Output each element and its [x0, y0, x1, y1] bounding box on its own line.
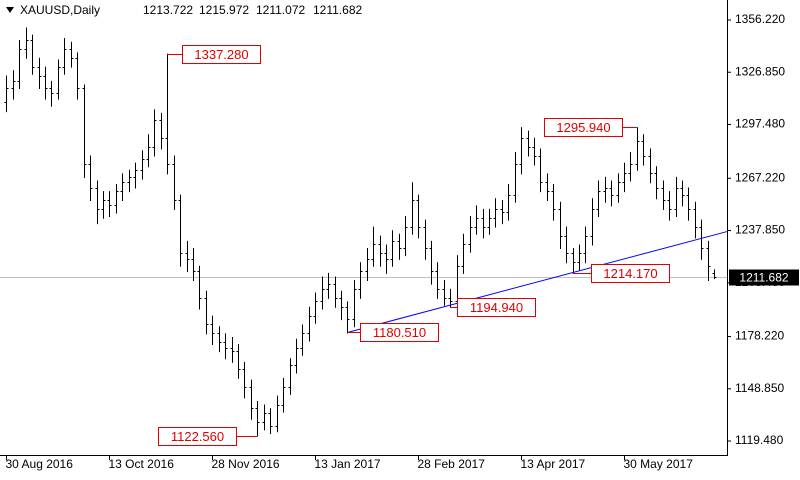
- annotation-label: 1214.170: [603, 266, 657, 281]
- y-tick-label: 1356.220: [735, 12, 785, 26]
- low-value: 1211.072: [256, 3, 305, 17]
- annotation-box: [457, 298, 536, 317]
- open-value: 1213.722: [143, 3, 193, 17]
- price-tag-label: 1211.682: [739, 271, 788, 285]
- annotation-label: 1122.560: [171, 429, 224, 444]
- annotation-box: [544, 118, 623, 137]
- x-tick-label: 30 May 2017: [624, 457, 694, 471]
- annotation-label: 1295.940: [556, 120, 610, 135]
- y-tick-label: 1119.480: [735, 433, 784, 447]
- x-tick-label: 30 Aug 2016: [6, 457, 74, 471]
- annotation-label: 1194.940: [470, 300, 523, 315]
- annotation-box: [158, 427, 237, 446]
- chart-title: XAUUSD,Daily: [20, 3, 100, 17]
- annotation-box: [360, 323, 439, 342]
- annotation-box: [591, 264, 670, 283]
- trendline: [347, 231, 728, 333]
- y-tick-label: 1237.850: [735, 223, 785, 237]
- y-tick-label: 1178.220: [735, 329, 784, 343]
- menu-icon: [6, 7, 14, 13]
- x-tick-label: 13 Oct 2016: [109, 457, 175, 471]
- annotation-label: 1337.280: [194, 47, 248, 62]
- y-tick-label: 1297.480: [735, 117, 785, 131]
- x-tick-label: 28 Feb 2017: [418, 457, 486, 471]
- price-tag: [729, 269, 799, 286]
- annotation-box: [182, 45, 261, 64]
- y-tick-label: 1326.850: [735, 64, 785, 78]
- x-tick-label: 28 Nov 2016: [212, 457, 280, 471]
- close-value: 1211.682: [313, 3, 362, 17]
- y-tick-label: 1267.220: [735, 170, 785, 184]
- high-value: 1215.972: [199, 3, 249, 17]
- annotation-label: 1180.510: [373, 325, 426, 340]
- x-tick-label: 13 Jan 2017: [315, 457, 381, 471]
- x-tick-label: 13 Apr 2017: [521, 457, 586, 471]
- y-tick-label: 1148.850: [735, 381, 784, 395]
